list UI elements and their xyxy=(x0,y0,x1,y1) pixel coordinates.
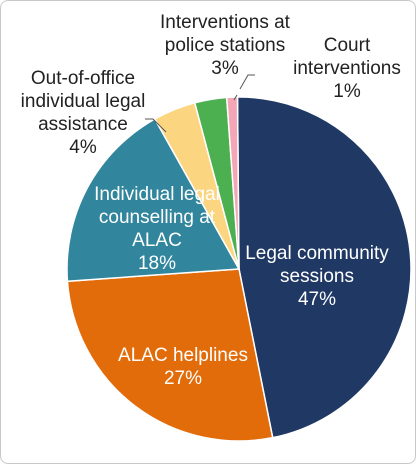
slice-label-5: Interventions at police stations 3% xyxy=(160,12,291,79)
slice-label-6: Court interventions 1% xyxy=(293,35,401,102)
slice-label-4: Out-of-office individual legal assistance 4… xyxy=(21,68,146,158)
slice-label-2: ALAC helplines 27% xyxy=(118,345,248,389)
slice-label-4-line-1: Out-of-office xyxy=(31,68,135,89)
slice-label-3-line-2: counselling at xyxy=(99,207,216,228)
slice-label-3-line-4: 18% xyxy=(138,253,176,274)
slice-label-6-line-3: 1% xyxy=(333,81,361,102)
slice-label-5-line-1: Interventions at xyxy=(160,12,291,33)
slice-label-1-line-2: sessions xyxy=(280,266,354,287)
slice-label-2-line-2: 27% xyxy=(164,368,202,389)
pie-slice-6 xyxy=(225,96,240,270)
leader-line-6 xyxy=(239,74,255,90)
slice-label-3: Individual legal counselling at ALAC 18% xyxy=(94,184,220,274)
slice-label-6-line-2: interventions xyxy=(293,58,401,79)
slice-label-3-line-3: ALAC xyxy=(132,230,182,251)
slice-label-3-line-1: Individual legal xyxy=(94,184,220,205)
slice-label-1-line-3: 47% xyxy=(298,289,336,310)
slice-label-4-line-2: individual legal xyxy=(21,91,146,112)
slice-label-5-line-2: police stations xyxy=(165,35,285,56)
leader-line-4 xyxy=(145,118,167,133)
slice-label-6-line-1: Court xyxy=(324,35,371,56)
slice-label-4-line-4: 4% xyxy=(69,137,97,158)
slice-label-5-line-3: 3% xyxy=(211,58,239,79)
leader-line-5 xyxy=(233,94,238,101)
pie-labels: Legal community sessions 47% ALAC helplines… xyxy=(21,12,401,389)
slice-label-4-line-3: assistance xyxy=(38,114,128,135)
pie-slice-1 xyxy=(236,96,412,439)
pie-slice-2 xyxy=(66,268,274,442)
slice-label-1-line-1: Legal community xyxy=(245,243,389,264)
slice-label-2-line-1: ALAC helplines xyxy=(118,345,248,366)
pie-slice-3 xyxy=(66,117,241,283)
pie-slices xyxy=(66,96,412,442)
slice-label-1: Legal community sessions 47% xyxy=(245,243,389,310)
